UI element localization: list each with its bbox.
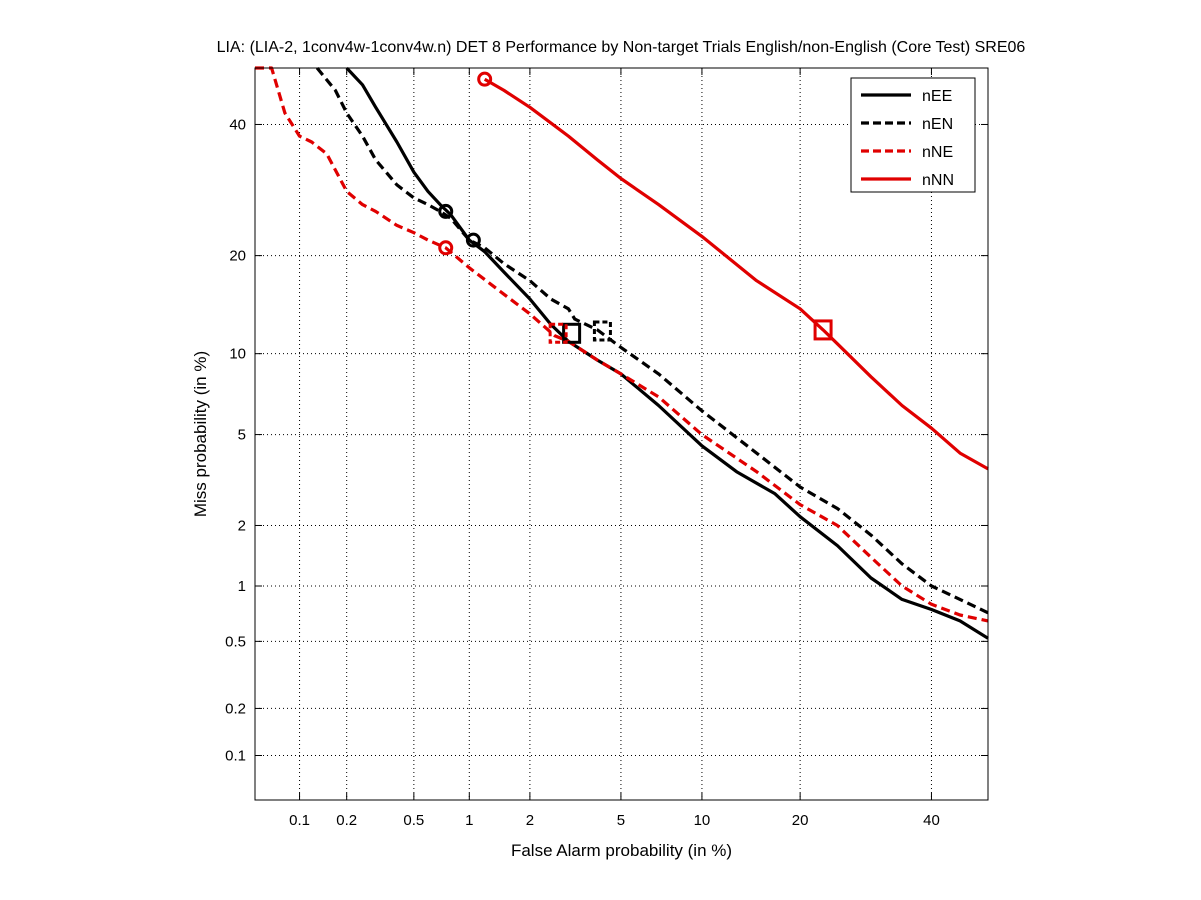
y-tick-label: 0.1 — [225, 748, 246, 765]
actual-dcf-marker-nnn — [813, 319, 833, 341]
y-tick-label: 5 — [238, 427, 246, 444]
legend-label-nnn: nNN — [922, 172, 954, 189]
x-tick-label: 20 — [792, 812, 809, 829]
series-line-nne — [255, 66, 989, 623]
series-line-nnn — [483, 77, 989, 471]
legend-box — [850, 77, 976, 193]
plot-frame — [254, 67, 989, 801]
min-dcf-marker-nee — [438, 203, 454, 219]
chart-title: LIA: (LIA-2, 1conv4w-1conv4w.n) DET 8 Pe… — [217, 39, 1026, 56]
y-tick-label: 40 — [229, 116, 246, 133]
x-tick-label: 0.5 — [403, 812, 424, 829]
y-tick-label: 20 — [229, 248, 246, 265]
x-tick-label: 0.1 — [289, 812, 310, 829]
y-axis-label: Miss probability (in %) — [191, 351, 210, 517]
legend: nEE nEN nNE nNN — [850, 77, 976, 193]
min-dcf-marker-nne — [438, 240, 454, 256]
y-tick-label: 10 — [229, 346, 246, 363]
x-axis-ticks: 0.1 0.2 0.5 1 2 5 10 20 40 — [289, 68, 940, 829]
x-tick-label: 2 — [526, 812, 534, 829]
min-dcf-marker-nen — [465, 232, 481, 248]
y-tick-label: 0.2 — [225, 700, 246, 717]
actual-dcf-marker-nne — [548, 322, 568, 344]
min-dcf-marker-nnn — [477, 71, 493, 87]
y-axis-ticks: 0.1 0.2 0.5 1 2 5 10 20 40 — [225, 116, 988, 765]
legend-label-nee: nEE — [922, 88, 952, 105]
actual-dcf-marker-nee — [562, 322, 582, 344]
y-tick-label: 1 — [238, 578, 246, 595]
y-tick-label: 0.5 — [225, 633, 246, 650]
x-tick-label: 1 — [465, 812, 473, 829]
legend-label-nne: nNE — [922, 144, 953, 161]
series-markers — [438, 71, 833, 344]
y-tick-label: 2 — [238, 517, 246, 534]
x-axis-label: False Alarm probability (in %) — [511, 841, 732, 860]
series-line-nen — [315, 66, 989, 615]
x-tick-label: 0.2 — [336, 812, 357, 829]
legend-label-nen: nEN — [922, 116, 953, 133]
x-tick-label: 40 — [923, 812, 940, 829]
x-tick-label: 10 — [694, 812, 711, 829]
actual-dcf-marker-nen — [592, 320, 612, 342]
x-tick-label: 5 — [617, 812, 625, 829]
